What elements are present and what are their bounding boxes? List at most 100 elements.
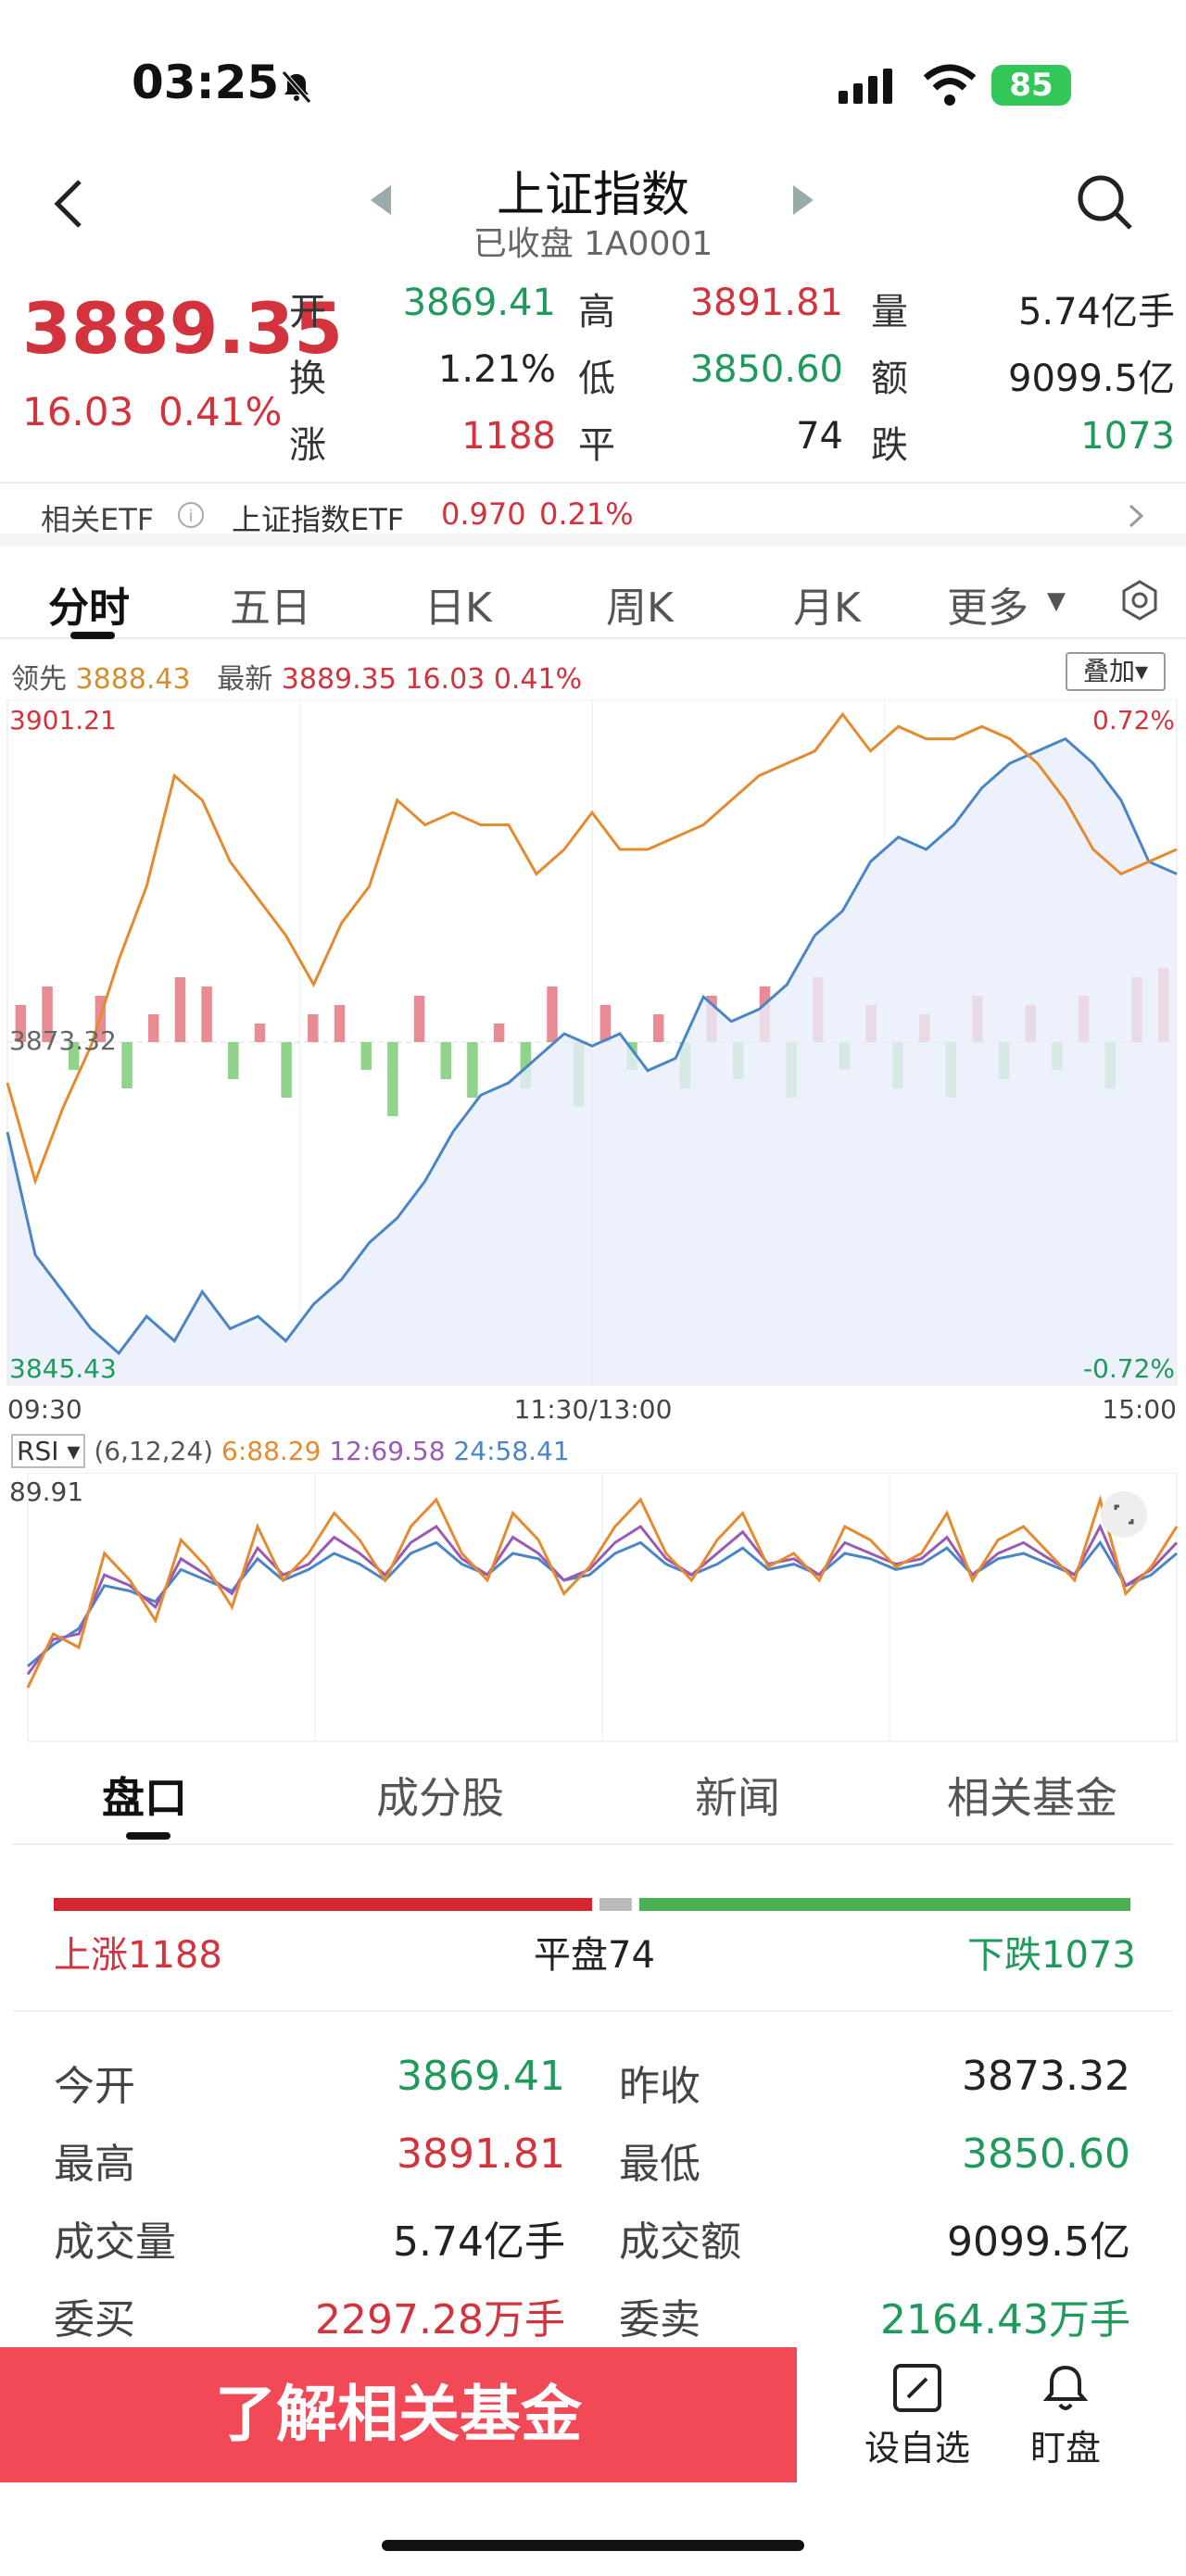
tab-monthly-k[interactable]: 月K [793, 584, 861, 632]
volume-bar [520, 1042, 532, 1088]
last-price: 3889.35 [22, 287, 344, 370]
summary-value: 9099.5亿 [947, 2218, 1130, 2266]
volume-bar [467, 1042, 478, 1098]
price-change: 16.03 0.41% [22, 389, 282, 434]
volume-bar [547, 986, 558, 1042]
status-time: 03:25 [132, 56, 280, 109]
quote-value: 9099.5亿 [1008, 358, 1175, 400]
summary-label: 今开 [54, 2063, 135, 2110]
change-percent: 0.41% [158, 389, 283, 434]
summary-label: 成交量 [54, 2218, 176, 2266]
summary-label: 委卖 [619, 2296, 700, 2344]
intraday-chart[interactable]: 3901.21 0.72% 3873.32 3845.43 -0.72% 09:30 11:… [0, 699, 1186, 1431]
expand-chart-button[interactable] [1101, 1491, 1147, 1538]
tab-related-funds[interactable]: 相关基金 [947, 1773, 1117, 1823]
tab-constituents[interactable]: 成分股 [376, 1773, 504, 1823]
tab-intraday[interactable]: 分时 [48, 584, 130, 632]
volume-bar [334, 1005, 346, 1042]
x-label-open: 09:30 [7, 1394, 82, 1425]
next-index-arrow[interactable] [793, 185, 814, 215]
watch-button[interactable]: 盯盘 [1010, 2360, 1121, 2471]
volume-bar [121, 1042, 132, 1088]
advancers-count: 上涨1188 [54, 1934, 222, 1977]
rsi-12-line [26, 1523, 1179, 1676]
quote-value: 1073 [1080, 415, 1175, 458]
learn-funds-button[interactable]: 了解相关基金 [0, 2347, 797, 2482]
home-indicator[interactable] [382, 2540, 804, 2551]
bell-muted-icon [282, 70, 311, 104]
expand-icon [1114, 1504, 1134, 1525]
volume-bar [174, 977, 186, 1042]
previous-index-arrow[interactable] [371, 185, 391, 215]
quote-value: 3869.41 [402, 282, 556, 324]
tab-daily-k[interactable]: 日K [424, 584, 492, 632]
tab-news[interactable]: 新闻 [695, 1773, 780, 1823]
etf-name: 上证指数ETF [232, 502, 405, 537]
summary-value: 3873.32 [962, 2053, 1130, 2100]
summary-label: 最高 [54, 2141, 135, 2188]
search-icon[interactable] [1075, 172, 1134, 232]
summary-label: 成交额 [619, 2218, 741, 2266]
quote-label: 量 [871, 291, 908, 333]
decliners-count: 下跌1073 [967, 1934, 1136, 1977]
overlay-dropdown[interactable]: 叠加▾ [1066, 652, 1166, 691]
tab-weekly-k[interactable]: 周K [606, 584, 674, 632]
volume-bar [228, 1042, 239, 1079]
rsi-chart[interactable]: 89.91 [0, 1473, 1186, 1751]
quote-value: 3850.60 [689, 348, 843, 391]
volume-bar [15, 1005, 27, 1042]
quote-label: 换 [289, 358, 326, 400]
rsi-selector[interactable]: RSI ▾ [11, 1434, 86, 1468]
summary-value: 3850.60 [962, 2130, 1130, 2178]
chart-period-tabs: 分时 五日 日K 周K 月K 更多 ▼ [0, 556, 1186, 639]
rsi-6-line [26, 1494, 1179, 1689]
tab-five-day[interactable]: 五日 [230, 584, 311, 632]
watch-label: 盯盘 [1029, 2428, 1101, 2469]
etf-price: 0.970 [441, 496, 526, 532]
unchanged-count: 平盘74 [534, 1934, 655, 1977]
volume-bar [148, 1014, 159, 1042]
pct-max-label: 0.72% [1092, 705, 1175, 735]
back-arrow-icon[interactable] [50, 176, 87, 232]
quote-value: 1188 [461, 415, 556, 458]
settings-gear-icon[interactable] [1117, 578, 1162, 622]
quote-label: 平 [578, 424, 615, 467]
y-min-label: 3845.43 [9, 1353, 117, 1384]
volume-bar [413, 996, 425, 1042]
lead-label: 领先 [11, 663, 67, 696]
tab-order-book[interactable]: 盘口 [102, 1773, 187, 1823]
lead-line [6, 711, 1178, 1186]
add-watchlist-label: 设自选 [864, 2428, 970, 2469]
add-watchlist-button[interactable]: 设自选 [852, 2360, 982, 2471]
volume-bar [42, 986, 53, 1042]
rsi-6-value: 6:88.29 [221, 1436, 322, 1466]
summary-label: 最低 [619, 2141, 700, 2188]
tab-more[interactable]: 更多 [947, 584, 1028, 632]
summary-value: 3869.41 [397, 2053, 565, 2100]
latest-area [7, 738, 1177, 1385]
latest-change: 16.03 [405, 663, 486, 696]
rsi-params: (6,12,24) [94, 1436, 214, 1466]
chevron-right-icon [1129, 504, 1144, 528]
quote-value: 5.74亿手 [1017, 291, 1175, 333]
quote-label: 额 [871, 358, 908, 400]
info-icon[interactable]: i [176, 500, 206, 530]
rsi-label: RSI [17, 1436, 59, 1466]
lead-value: 3888.43 [75, 663, 191, 696]
summary-label: 昨收 [619, 2063, 700, 2110]
volume-bar [254, 1024, 266, 1042]
etf-percent: 0.21% [539, 496, 634, 532]
overlay-label: 叠加 [1082, 656, 1135, 686]
volume-bar [440, 1042, 451, 1079]
quote-label: 高 [578, 291, 615, 333]
latest-value: 3889.35 [281, 663, 397, 696]
rsi-legend: RSI ▾ (6,12,24) 6:88.29 12:69.58 24:58.4… [11, 1434, 570, 1468]
volume-bar [68, 1042, 80, 1070]
related-etf-bar[interactable]: 相关ETF i 上证指数ETF 0.970 0.21% [0, 482, 1186, 547]
cell-signal-icon [839, 67, 903, 104]
change-value: 16.03 [22, 389, 134, 434]
prev-close-label: 3873.32 [9, 1025, 117, 1056]
rsi-top-label: 89.91 [9, 1476, 83, 1507]
quote-value: 3891.81 [689, 282, 843, 324]
